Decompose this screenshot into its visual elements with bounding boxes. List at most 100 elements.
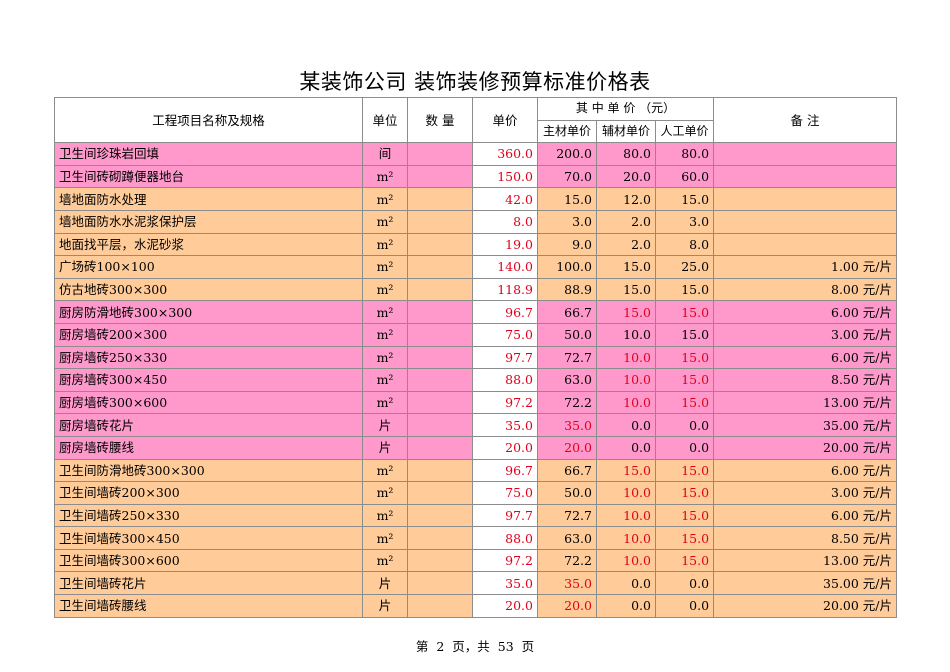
cell-labor-price: 15.0 <box>654 458 715 483</box>
table-row: 卫生间墙砖腰线片 20.0 20.0 0.0 0.0 20.00 元/片 <box>54 594 898 618</box>
cell-note: 3.00 元/片 <box>713 481 898 505</box>
header-note: 备 注 <box>713 96 898 144</box>
cell-unit: m² <box>362 368 408 392</box>
cell-unit: m² <box>362 255 408 279</box>
cell-labor-price: 15.0 <box>654 300 715 324</box>
cell-name: 卫生间防滑地砖300×300 <box>54 458 363 483</box>
cell-aux-price: 0.0 <box>596 571 656 596</box>
cell-labor-price: 0.0 <box>654 435 715 460</box>
cell-main-price: 200.0 <box>537 142 597 166</box>
cell-aux-price: 10.0 <box>596 390 656 415</box>
cell-labor-price: 15.0 <box>654 368 715 392</box>
cell-aux-price: 10.0 <box>596 322 656 347</box>
cell-main-price: 50.0 <box>537 481 597 505</box>
cell-unit: m² <box>362 390 408 415</box>
cell-name: 卫生间墙砖200×300 <box>54 481 363 505</box>
cell-name: 卫生间墙砖300×450 <box>54 526 363 550</box>
cell-main-price: 70.0 <box>537 164 597 189</box>
cell-name: 卫生间墙砖花片 <box>54 571 363 596</box>
cell-price: 19.0 <box>472 232 538 257</box>
cell-labor-price: 8.0 <box>654 232 715 257</box>
cell-aux-price: 0.0 <box>596 413 656 437</box>
cell-note: 35.00 元/片 <box>713 571 898 596</box>
cell-unit: 片 <box>362 435 408 460</box>
header-name: 工程项目名称及规格 <box>54 96 363 144</box>
cell-note <box>713 142 898 166</box>
header-main: 主材单价 <box>537 119 597 144</box>
cell-aux-price: 20.0 <box>596 164 656 189</box>
cell-note <box>713 209 898 234</box>
cell-labor-price: 0.0 <box>654 594 715 618</box>
cell-note: 20.00 元/片 <box>713 435 898 460</box>
cell-price: 35.0 <box>472 571 538 596</box>
cell-main-price: 72.7 <box>537 345 597 370</box>
cell-name: 卫生间墙砖腰线 <box>54 594 363 618</box>
table-row: 地面找平层，水泥砂浆 m² 19.0 9.0 2.0 8.0 <box>54 232 898 257</box>
cell-aux-price: 2.0 <box>596 209 656 234</box>
table-row: 厨房墙砖250×330 m² 97.7 72.7 10.0 15.0 6.00 元/片 <box>54 345 898 370</box>
cell-note <box>713 232 898 257</box>
cell-aux-price: 15.0 <box>596 277 656 302</box>
cell-note: 20.00 元/片 <box>713 594 898 618</box>
cell-labor-price: 15.0 <box>654 503 715 528</box>
cell-qty <box>407 300 473 324</box>
cell-qty <box>407 142 473 166</box>
cell-unit: m² <box>362 322 408 347</box>
cell-aux-price: 10.0 <box>596 548 656 573</box>
cell-qty <box>407 345 473 370</box>
cell-qty <box>407 390 473 415</box>
cell-price: 88.0 <box>472 526 538 550</box>
table-row: 厨房防滑地砖300×300 m² 96.7 66.7 15.0 15.0 6.00 元/片 <box>54 300 898 324</box>
footer-mid: 页，共 <box>452 639 490 654</box>
header-price: 单价 <box>472 96 538 144</box>
cell-labor-price: 15.0 <box>654 548 715 573</box>
header-labor: 人工单价 <box>654 119 715 144</box>
cell-name: 厨房墙砖250×330 <box>54 345 363 370</box>
cell-price: 8.0 <box>472 209 538 234</box>
cell-qty <box>407 209 473 234</box>
cell-qty <box>407 232 473 257</box>
cell-price: 20.0 <box>472 594 538 618</box>
cell-price: 150.0 <box>472 164 538 189</box>
footer-total-pages: 53 <box>497 639 514 654</box>
cell-aux-price: 10.0 <box>596 481 656 505</box>
table-row: 卫生间墙砖300×600 m² 97.2 72.2 10.0 15.0 13.00 元/片 <box>54 548 898 573</box>
cell-price: 42.0 <box>472 187 538 211</box>
cell-price: 360.0 <box>472 142 538 166</box>
cell-aux-price: 10.0 <box>596 368 656 392</box>
cell-unit: m² <box>362 209 408 234</box>
cell-aux-price: 12.0 <box>596 187 656 211</box>
cell-labor-price: 60.0 <box>654 164 715 189</box>
footer-prefix: 第 <box>415 639 429 654</box>
header-unit: 单位 <box>362 96 408 144</box>
cell-note: 8.50 元/片 <box>713 526 898 550</box>
cell-unit: m² <box>362 548 408 573</box>
cell-unit: m² <box>362 232 408 257</box>
cell-main-price: 72.2 <box>537 390 597 415</box>
cell-main-price: 72.7 <box>537 503 597 528</box>
cell-qty <box>407 526 473 550</box>
cell-labor-price: 15.0 <box>654 481 715 505</box>
cell-qty <box>407 187 473 211</box>
table-row: 厨房墙砖300×450 m² 88.0 63.0 10.0 15.0 8.50 元/片 <box>54 368 898 392</box>
cell-name: 厨房墙砖腰线 <box>54 435 363 460</box>
cell-main-price: 35.0 <box>537 571 597 596</box>
cell-unit: m² <box>362 277 408 302</box>
cell-labor-price: 0.0 <box>654 413 715 437</box>
table-row: 卫生间防滑地砖300×300 m² 96.7 66.7 15.0 15.0 6.00 元/片 <box>54 458 898 483</box>
cell-labor-price: 80.0 <box>654 142 715 166</box>
table-row: 墙地面防水处理 m² 42.0 15.0 12.0 15.0 <box>54 187 898 211</box>
cell-unit: 片 <box>362 413 408 437</box>
cell-unit: m² <box>362 345 408 370</box>
cell-labor-price: 15.0 <box>654 187 715 211</box>
cell-qty <box>407 571 473 596</box>
cell-note: 6.00 元/片 <box>713 458 898 483</box>
cell-price: 97.7 <box>472 503 538 528</box>
cell-labor-price: 25.0 <box>654 255 715 279</box>
cell-name: 厨房墙砖300×450 <box>54 368 363 392</box>
table-row: 卫生间墙砖200×300 m² 75.0 50.0 10.0 15.0 3.00 元/片 <box>54 481 898 505</box>
table-body: 卫生间珍珠岩回填间 360.0 200.0 80.0 80.0 卫生间砖砌蹲便器地台 m² 1… <box>54 142 898 618</box>
table-row: 厨房墙砖300×600 m² 97.2 72.2 10.0 15.0 13.00 元/片 <box>54 390 898 415</box>
cell-aux-price: 2.0 <box>596 232 656 257</box>
cell-aux-price: 10.0 <box>596 526 656 550</box>
